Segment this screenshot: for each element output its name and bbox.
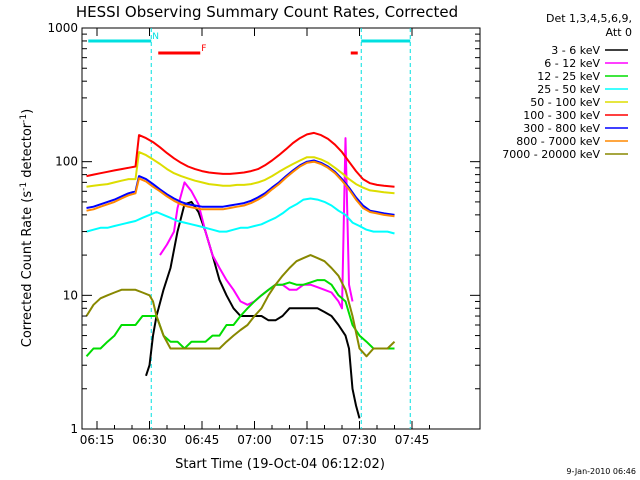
- legend-label-5: 100 - 300 keV: [523, 109, 600, 122]
- night-boundaries: [150, 28, 411, 429]
- x-tick-label-6: 07:45: [395, 433, 430, 447]
- series-line-5: [86, 131, 395, 188]
- series-line-4: [86, 151, 395, 195]
- flag-label-N: N: [152, 32, 159, 42]
- x-tick-label-1: 06:30: [132, 433, 167, 447]
- y-axis-label-main: Corrected Count Rate (s: [20, 191, 35, 348]
- x-axis: 06:15 06:30 06:45 07:00 07:15 07:30 07:45: [80, 28, 430, 447]
- flag-label-F: F: [201, 44, 206, 54]
- x-tick-label-4: 07:15: [290, 433, 325, 447]
- plot-frame: [81, 27, 481, 430]
- legend-label-6: 300 - 800 keV: [523, 122, 600, 135]
- legend-label-0: 3 - 6 keV: [551, 44, 600, 57]
- series-line-2: [85, 279, 395, 357]
- y-axis-label-end: ): [20, 109, 35, 114]
- legend-header-1: Det 1,3,4,5,6,9,: [546, 12, 632, 25]
- y-axis-label: Corrected Count Rate (s-1 detector-1): [19, 109, 35, 347]
- y-tick-label-3: 1000: [47, 21, 78, 35]
- x-tick-label-5: 07:30: [342, 433, 377, 447]
- legend-label-3: 25 - 50 keV: [537, 83, 600, 96]
- y-tick-label-2: 100: [55, 155, 78, 169]
- legend-label-4: 50 - 100 keV: [530, 96, 600, 109]
- x-tick-label-0: 06:15: [80, 433, 115, 447]
- y-axis-label-sup1: -1: [19, 182, 29, 191]
- flag-bars: NF: [88, 32, 411, 55]
- legend-label-1: 6 - 12 keV: [544, 57, 600, 70]
- series-line-3: [86, 197, 395, 235]
- y-tick-label-1: 10: [63, 288, 78, 302]
- series-lines: [85, 131, 396, 419]
- legend-header-2: Att 0: [606, 26, 632, 39]
- y-axis: 1 10 100 1000: [47, 21, 480, 436]
- y-axis-label-mid: detector: [20, 122, 35, 182]
- series-line-8: [85, 254, 396, 358]
- chart-title: HESSI Observing Summary Count Rates, Cor…: [76, 3, 458, 21]
- legend-label-7: 800 - 7000 keV: [516, 135, 600, 148]
- y-axis-label-sup2: -1: [19, 114, 29, 123]
- legend-label-8: 7000 - 20000 keV: [502, 148, 600, 161]
- y-tick-label-0: 1: [70, 422, 78, 436]
- legend-label-2: 12 - 25 keV: [537, 70, 600, 83]
- x-axis-label: Start Time (19-Oct-04 06:12:02): [175, 457, 385, 472]
- series-line-7: [86, 160, 395, 218]
- x-tick-label-2: 06:45: [185, 433, 220, 447]
- series-line-0: [145, 200, 361, 419]
- x-tick-label-3: 07:00: [237, 433, 272, 447]
- date-stamp: 9-Jan-2010 06:46: [566, 467, 636, 476]
